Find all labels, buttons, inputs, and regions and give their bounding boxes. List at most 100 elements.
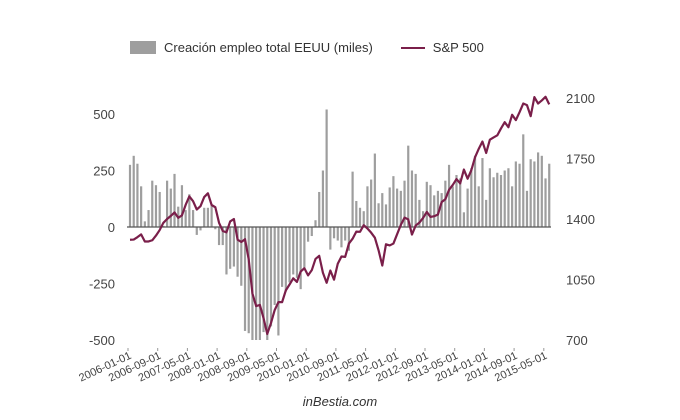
employment-bar: [366, 186, 369, 227]
employment-bar: [525, 190, 529, 227]
employment-bar: [154, 185, 158, 227]
employment-bar: [140, 186, 143, 227]
employment-bar: [295, 227, 299, 278]
employment-bar: [306, 227, 310, 242]
employment-bar: [325, 109, 328, 227]
employment-bar: [199, 227, 202, 231]
employment-bar: [373, 153, 376, 227]
y-right-tick-label: 1050: [566, 273, 595, 288]
employment-bar: [425, 181, 428, 227]
employment-bar: [418, 199, 421, 227]
employment-bar: [273, 227, 276, 305]
employment-bar: [358, 207, 362, 227]
employment-bar: [392, 176, 395, 227]
employment-bar: [262, 227, 265, 333]
employment-bar: [503, 170, 506, 227]
employment-bar: [191, 210, 195, 227]
employment-bar: [377, 203, 380, 227]
employment-bar: [488, 168, 491, 227]
employment-bar: [388, 187, 391, 227]
y-left-axis: 500 250 0 -250 -500: [89, 107, 115, 348]
employment-bar: [247, 227, 250, 334]
employment-bar: [485, 199, 488, 227]
employment-bar: [344, 227, 347, 241]
employment-bar: [511, 186, 514, 227]
employment-bar: [533, 161, 536, 227]
employment-bar: [529, 159, 532, 227]
y-right-tick-label: 1750: [566, 152, 595, 167]
employment-bar: [284, 227, 287, 292]
employment-bar: [184, 210, 187, 227]
employment-bar: [203, 207, 206, 227]
employment-bar: [381, 193, 384, 227]
legend-line-label: S&P 500: [432, 40, 484, 55]
employment-bar: [492, 177, 495, 227]
employment-bar: [299, 227, 302, 290]
employment-bar: [548, 163, 551, 227]
employment-bar: [243, 227, 247, 331]
employment-bar: [136, 163, 139, 227]
employment-bar: [217, 227, 221, 246]
employment-bar: [232, 227, 235, 267]
employment-bar: [281, 227, 284, 287]
employment-bar: [288, 227, 291, 283]
employment-bar: [166, 180, 169, 227]
employment-bar: [477, 186, 480, 227]
employment-bar: [147, 210, 150, 227]
employment-bar: [444, 180, 447, 227]
employment-bar: [236, 227, 239, 277]
employment-bar: [481, 158, 484, 227]
employment-bar: [229, 227, 232, 269]
employment-bar: [225, 227, 228, 275]
employment-bar: [318, 191, 321, 227]
employment-bar: [470, 168, 473, 227]
employment-bar: [507, 168, 510, 227]
employment-bar: [462, 212, 465, 227]
employment-bar: [499, 175, 503, 227]
employment-bar: [451, 186, 454, 227]
employment-bar: [240, 227, 243, 286]
employment-bar: [347, 227, 350, 251]
y-left-tick-label: 250: [93, 164, 115, 179]
y-right-tick-label: 700: [566, 333, 588, 348]
employment-bar: [436, 190, 440, 227]
employment-bar: [433, 195, 436, 227]
employment-bar: [173, 173, 176, 227]
source-credit: inBestia.com: [302, 394, 378, 409]
employment-bar: [266, 227, 269, 340]
employment-bar: [496, 172, 499, 227]
legend-line-swatch: [400, 46, 425, 49]
employment-bar: [132, 155, 135, 227]
employment-bar: [403, 180, 406, 227]
employment-bar: [362, 211, 365, 227]
employment-bar: [459, 178, 462, 227]
employment-bar: [321, 170, 325, 227]
employment-bar: [303, 227, 306, 268]
employment-bar: [314, 220, 317, 227]
employment-bar: [537, 152, 540, 227]
employment-bar: [473, 155, 477, 227]
employment-bar: [180, 185, 184, 227]
bar-series: [128, 109, 551, 340]
employment-bar: [396, 188, 399, 227]
employment-bar: [514, 161, 517, 227]
employment-bar: [440, 193, 443, 227]
y-left-tick-label: 0: [108, 220, 115, 235]
y-right-axis: 2100 1750 1400 1050 700: [566, 91, 595, 348]
y-right-tick-label: 1400: [566, 212, 595, 227]
employment-bar: [540, 155, 543, 227]
legend-bar-label: Creación empleo total EEUU (miles): [164, 40, 373, 55]
employment-bar: [399, 190, 402, 227]
employment-bar: [210, 205, 213, 227]
employment-bar: [332, 227, 336, 239]
employment-bar: [384, 204, 388, 227]
employment-bar: [410, 170, 414, 227]
employment-bar: [407, 145, 410, 227]
employment-bar: [277, 227, 280, 336]
legend: Creación empleo total EEUU (miles) S&P 5…: [130, 40, 484, 55]
employment-bar: [544, 178, 547, 227]
employment-bar: [169, 188, 172, 227]
employment-bar: [221, 227, 224, 246]
employment-bar: [195, 227, 198, 235]
employment-bar: [255, 227, 258, 340]
